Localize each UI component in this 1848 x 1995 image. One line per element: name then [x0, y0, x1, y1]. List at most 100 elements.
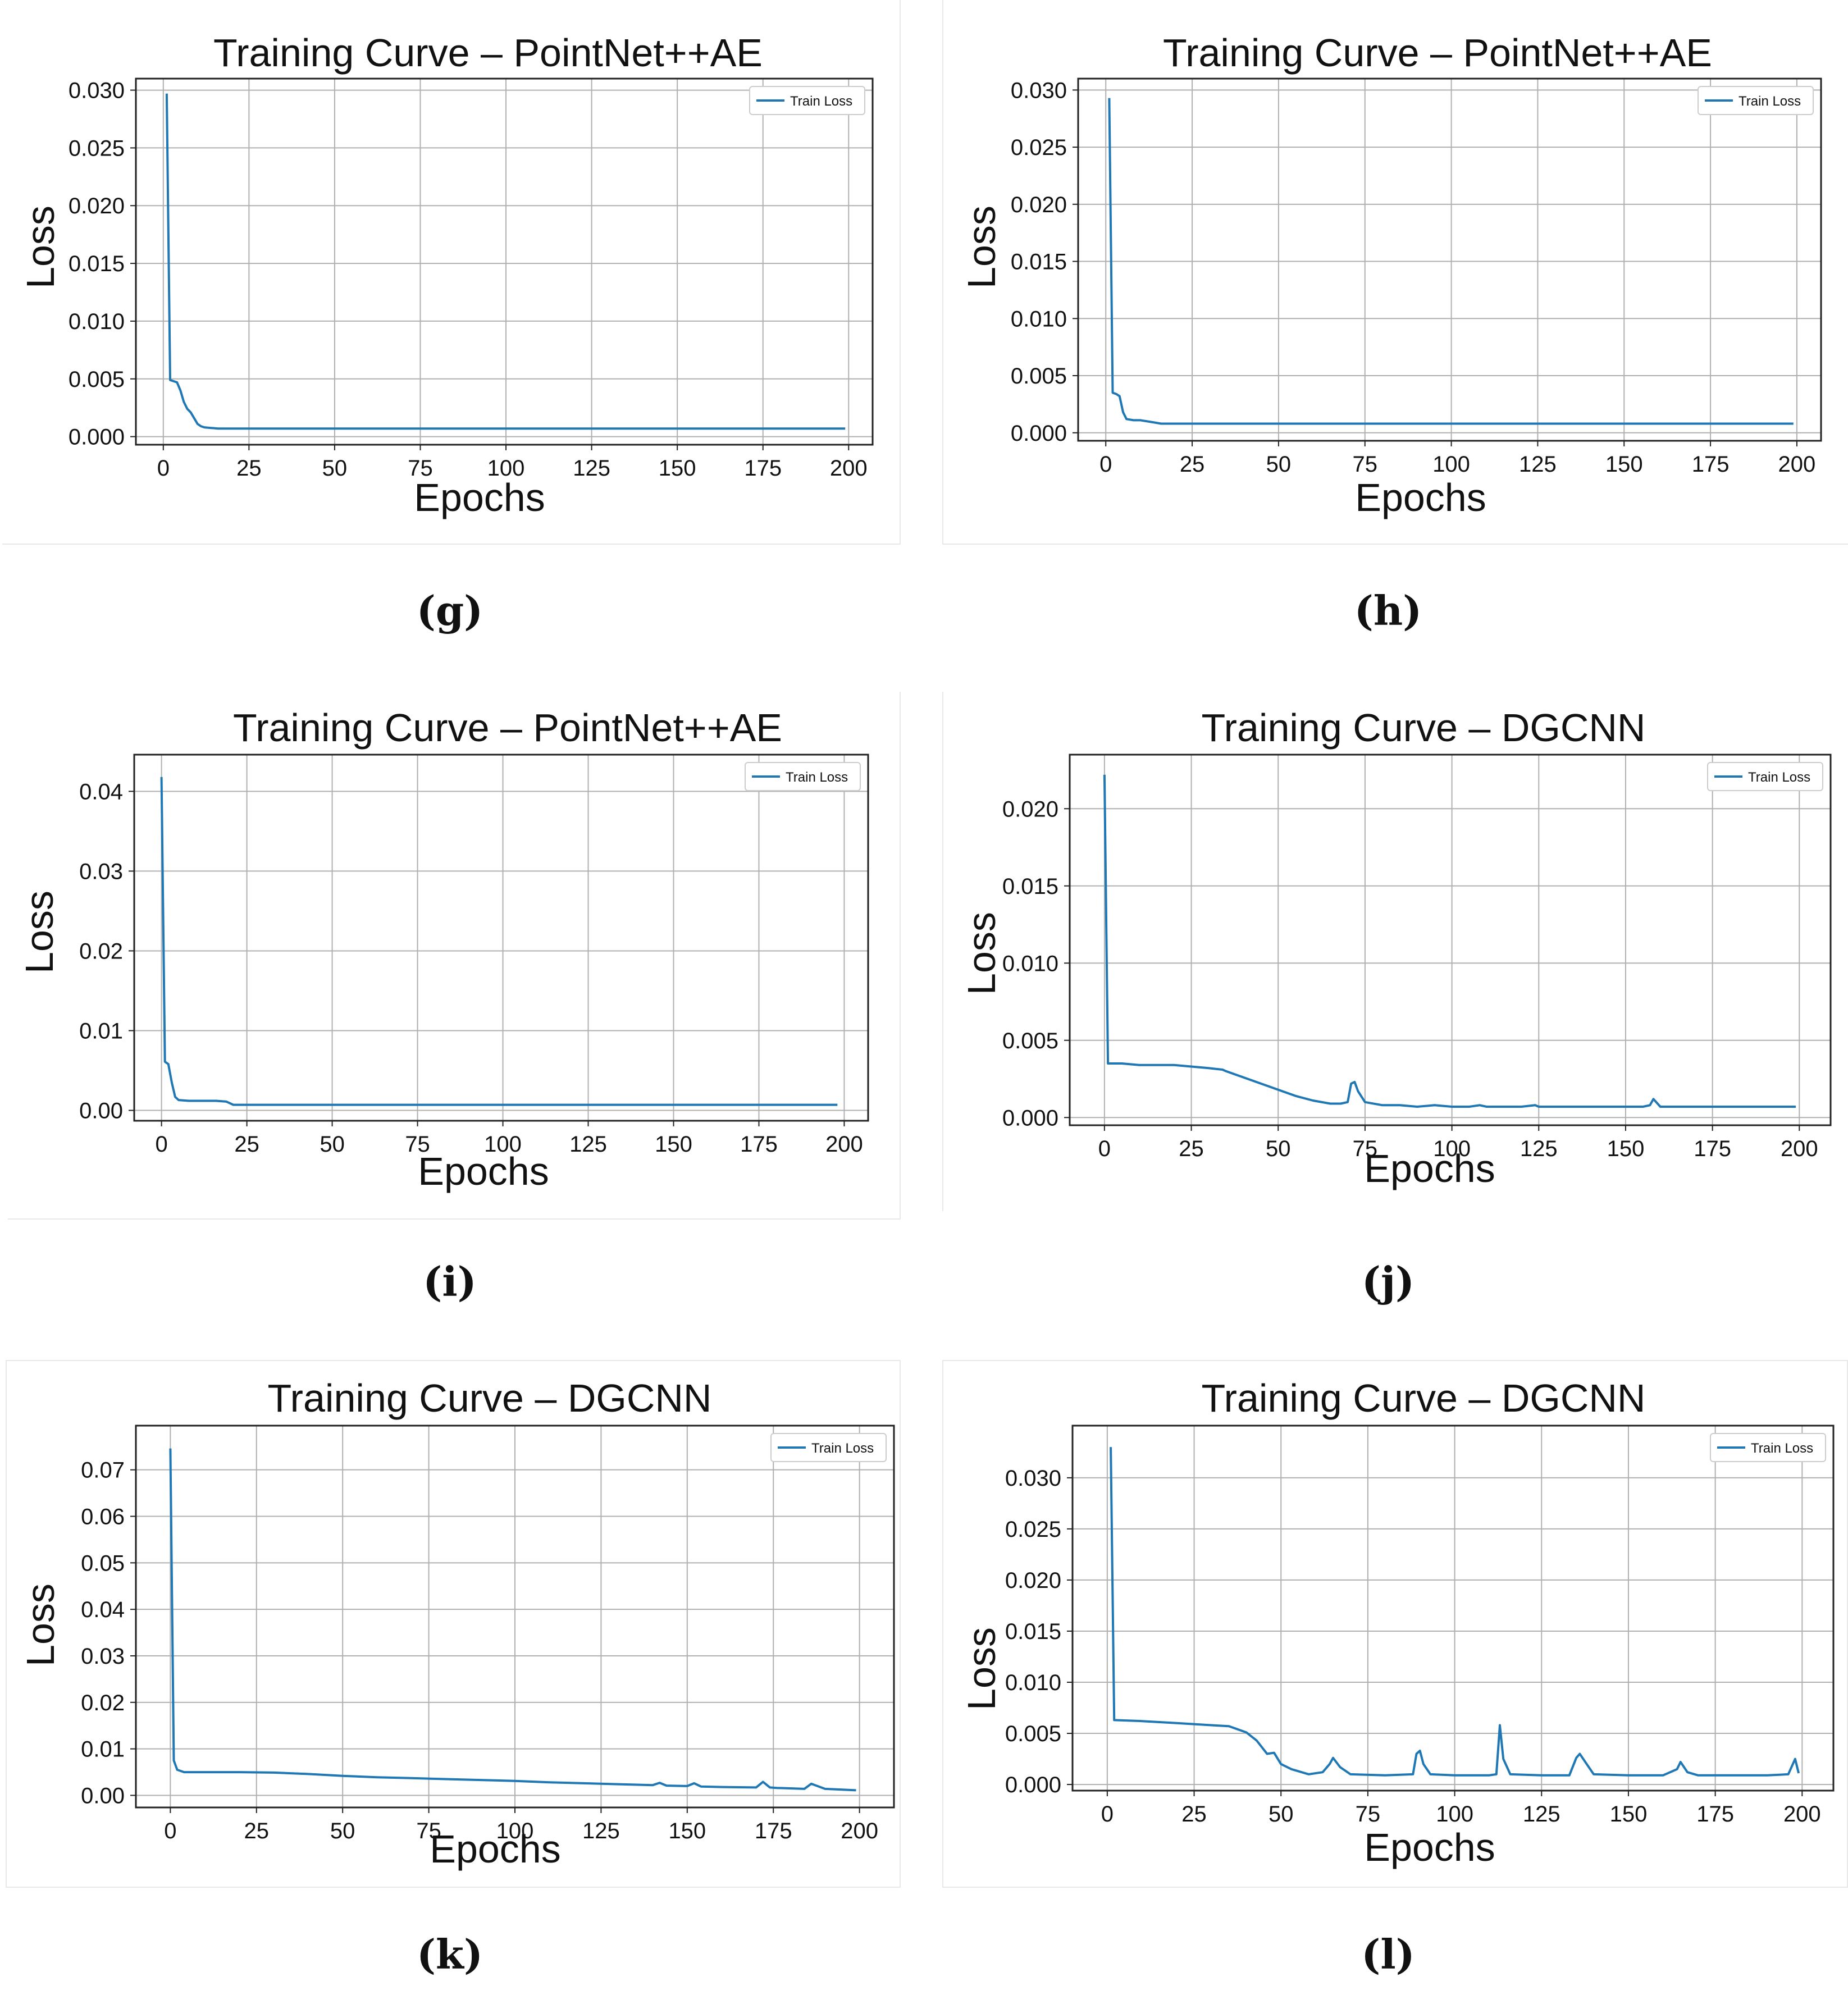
x-tick-label: 0 [164, 1819, 176, 1843]
y-tick-label: 0.03 [81, 1644, 125, 1669]
chart-title: Training Curve – DGCNN [1202, 1376, 1646, 1420]
x-tick-label: 200 [825, 1132, 863, 1157]
series-line-train-loss [160, 777, 838, 1106]
y-tick-label: 0.07 [81, 1458, 125, 1483]
y-tick-label: 0.000 [1005, 1773, 1061, 1797]
x-tick-label: 175 [755, 1819, 792, 1843]
y-axis-label: Loss [960, 206, 1003, 289]
x-tick-label: 100 [1433, 1136, 1471, 1161]
y-tick-label: 0.005 [69, 367, 125, 392]
legend-label: Train Loss [1739, 94, 1801, 109]
y-tick-label: 0.000 [1011, 421, 1067, 446]
y-tick-label: 0.010 [1002, 951, 1058, 976]
x-tick-label: 175 [1692, 452, 1730, 477]
x-tick-label: 125 [1519, 452, 1557, 477]
chart-svg-k: Training Curve – DGCNN Epochs Loss 0 25 50… [19, 1376, 895, 1871]
y-tick-label: 0.025 [1011, 135, 1067, 160]
chart-svg-g: Training Curve – PointNet++AE Epochs Los… [19, 31, 874, 519]
legend-box [745, 762, 861, 791]
chart-svg-i: Training Curve – PointNet++AE Epochs Los… [17, 706, 869, 1193]
y-tick-label: 0.05 [81, 1551, 125, 1576]
y-axis-label: Loss [960, 1627, 1003, 1710]
y-tick-label: 0.015 [1011, 250, 1067, 275]
plot-area [1078, 79, 1821, 441]
x-tick-label: 100 [1432, 452, 1470, 477]
y-tick-label: 0.020 [69, 194, 125, 218]
chart-panel-j: Training Curve – DGCNN Epochs Loss 0 25 50… [942, 692, 1848, 1211]
legend-box [749, 86, 865, 115]
x-tick-label: 150 [659, 456, 696, 481]
y-tick-label: 0.015 [69, 252, 125, 276]
chart-panel-g: Training Curve – PointNet++AE Epochs Los… [2, 0, 901, 545]
x-tick-label: 150 [1605, 452, 1643, 477]
x-axis-label: Epochs [430, 1827, 560, 1871]
y-tick-label: 0.00 [79, 1099, 123, 1124]
caption-l: (l) [1361, 1930, 1415, 1978]
x-tick-label: 75 [416, 1819, 441, 1843]
x-tick-label: 125 [573, 456, 610, 481]
x-tick-label: 0 [156, 1132, 168, 1157]
x-axis-label: Epochs [1364, 1147, 1495, 1190]
x-tick-label: 50 [1266, 1136, 1291, 1161]
x-tick-label: 25 [236, 456, 262, 481]
chart-title: Training Curve – PointNet++AE [213, 31, 763, 75]
caption-j: (j) [1361, 1258, 1415, 1305]
axes-frame [135, 1425, 895, 1809]
chart-svg-l: Training Curve – DGCNN Epochs Loss 0 25 50… [960, 1376, 1835, 1869]
y-tick-label: 0.030 [69, 79, 125, 103]
y-tick-label: 0.000 [69, 425, 125, 450]
x-tick-label: 50 [1268, 1802, 1294, 1827]
y-tick-label: 0.010 [1005, 1670, 1061, 1695]
caption-h: (h) [1354, 587, 1422, 634]
x-tick-label: 125 [1523, 1802, 1560, 1827]
series-line-train-loss [1103, 774, 1796, 1108]
x-tick-label: 125 [569, 1132, 607, 1157]
x-tick-label: 175 [1696, 1802, 1734, 1827]
x-tick-label: 150 [655, 1132, 692, 1157]
x-tick-label: 125 [1520, 1136, 1558, 1161]
y-tick-label: 0.025 [69, 136, 125, 161]
y-tick-label: 0.010 [69, 309, 125, 334]
series-line-train-loss [1110, 1447, 1800, 1777]
chart-title: Training Curve – PointNet++AE [233, 706, 782, 750]
y-tick-label: 0.020 [1005, 1568, 1061, 1593]
chart-panel-h: Training Curve – PointNet++AE Epochs Los… [942, 0, 1848, 545]
x-tick-label: 200 [1781, 1136, 1818, 1161]
legend-label: Train Loss [1748, 770, 1810, 785]
chart-panel-i: Training Curve – PointNet++AE Epochs Los… [8, 692, 901, 1220]
x-tick-label: 0 [1098, 1136, 1111, 1161]
series-line-train-loss [1108, 98, 1794, 425]
y-tick-label: 0.04 [81, 1597, 125, 1622]
x-tick-label: 100 [484, 1132, 522, 1157]
x-tick-label: 75 [1356, 1802, 1381, 1827]
x-tick-label: 50 [1266, 452, 1292, 477]
x-tick-label: 150 [668, 1819, 706, 1843]
y-axis-label: Loss [960, 912, 1003, 995]
x-axis-label: Epochs [1364, 1825, 1495, 1869]
y-tick-label: 0.005 [1005, 1722, 1061, 1746]
x-tick-label: 100 [496, 1819, 534, 1843]
x-tick-label: 25 [1181, 1802, 1207, 1827]
y-tick-label: 0.030 [1011, 78, 1067, 103]
y-tick-label: 0.02 [79, 939, 123, 964]
series-line-train-loss [169, 1448, 856, 1792]
y-tick-label: 0.06 [81, 1505, 125, 1530]
legend-label: Train Loss [790, 94, 852, 109]
legend-label: Train Loss [1751, 1441, 1813, 1456]
axes-frame [135, 77, 874, 446]
y-axis-label: Loss [19, 1583, 62, 1667]
chart-panel-k: Training Curve – DGCNN Epochs Loss 0 25 50… [6, 1360, 901, 1888]
x-axis-label: Epochs [414, 476, 545, 519]
x-tick-label: 50 [322, 456, 348, 481]
x-tick-label: 100 [487, 456, 525, 481]
chart-svg-j: Training Curve – DGCNN Epochs Loss 0 25 50… [960, 706, 1832, 1190]
y-tick-label: 0.005 [1002, 1029, 1058, 1053]
chart-title: Training Curve – DGCNN [1202, 706, 1646, 750]
series-line-train-loss [165, 93, 846, 430]
y-tick-label: 0.01 [81, 1737, 125, 1762]
chart-svg-h: Training Curve – PointNet++AE Epochs Los… [960, 31, 1822, 519]
caption-k: (k) [416, 1930, 483, 1978]
y-tick-label: 0.015 [1005, 1619, 1061, 1644]
x-tick-label: 75 [408, 456, 433, 481]
y-tick-label: 0.01 [79, 1019, 123, 1043]
